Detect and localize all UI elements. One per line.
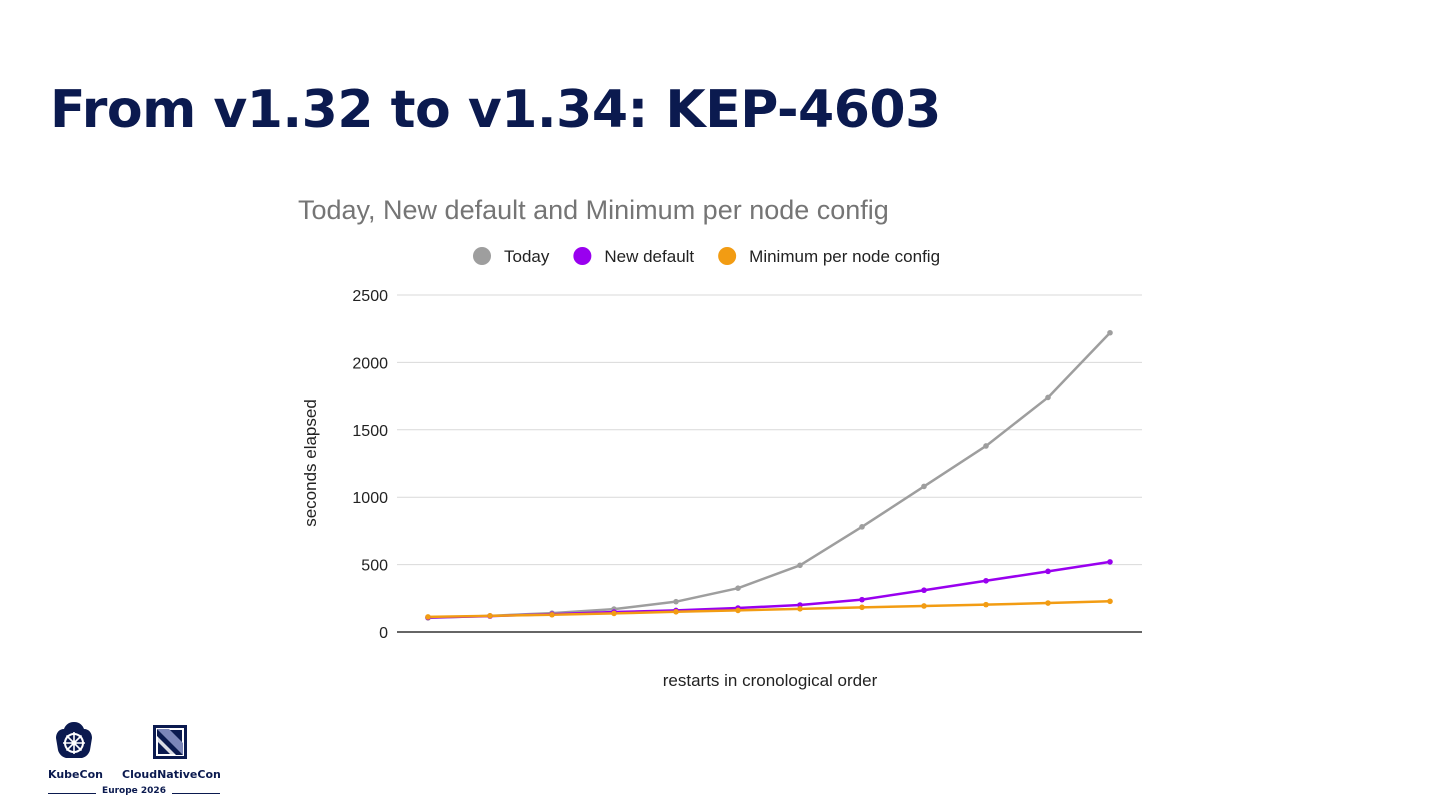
legend-swatch <box>473 247 491 265</box>
kubecon-wordmark: KubeCon <box>48 768 103 781</box>
data-point <box>1045 394 1051 401</box>
data-point <box>983 443 989 449</box>
y-axis-title: seconds elapsed <box>301 399 320 527</box>
series-line-2 <box>427 600 1111 619</box>
series-lines <box>427 331 1111 620</box>
data-point <box>1045 568 1051 575</box>
data-point <box>1107 598 1113 605</box>
event-row: Europe 2026 <box>48 786 220 800</box>
data-point <box>859 604 865 611</box>
data-point <box>735 585 741 591</box>
data-point <box>1045 600 1051 606</box>
legend-label: Minimum per node config <box>749 247 940 266</box>
data-point <box>921 587 927 594</box>
event-label: Europe 2026 <box>102 786 166 796</box>
y-tick-label: 2500 <box>352 288 388 305</box>
legend-swatch <box>573 247 592 265</box>
data-point <box>797 562 803 569</box>
x-axis-title: restarts in cronological order <box>663 671 878 690</box>
data-point <box>983 601 989 608</box>
cloudnativecon-logo-icon <box>153 725 187 759</box>
data-point <box>673 608 679 615</box>
gridlines <box>397 294 1142 566</box>
legend-label: Today <box>504 247 550 266</box>
kubecon-logo-icon <box>56 722 92 758</box>
y-tick-label: 500 <box>361 558 388 575</box>
legend-swatch <box>718 247 737 265</box>
cloudnativecon-wordmark: CloudNativeCon <box>122 768 221 781</box>
slide-title: From v1.32 to v1.34: KEP-4603 <box>50 80 941 140</box>
data-point <box>859 524 865 530</box>
data-point <box>1107 559 1113 565</box>
y-tick-label: 1500 <box>352 423 388 440</box>
footer-logos: KubeCon CloudNativeCon Europe 2026 <box>48 720 223 800</box>
data-point <box>487 613 493 619</box>
legend-label: New default <box>604 247 694 266</box>
data-point <box>549 611 555 618</box>
data-point <box>425 614 431 620</box>
data-point <box>983 577 989 584</box>
event-divider-left <box>48 793 96 794</box>
data-point <box>673 598 679 605</box>
series-points <box>425 329 1113 621</box>
data-point <box>735 607 741 614</box>
y-tick-label: 0 <box>379 625 388 642</box>
chart-title: Today, New default and Minimum per node … <box>298 195 889 225</box>
y-axis-ticks: 0 500 1000 1500 2000 2500 <box>352 288 388 642</box>
data-point <box>921 483 927 490</box>
data-point <box>611 610 617 617</box>
event-divider-right <box>172 793 220 794</box>
data-point <box>859 596 865 603</box>
data-point <box>921 603 927 609</box>
data-point <box>797 606 803 612</box>
series-line-0 <box>427 331 1111 620</box>
data-point <box>1107 329 1113 336</box>
chart-legend: Today New default Minimum per node config <box>473 247 940 266</box>
y-tick-label: 2000 <box>352 355 388 372</box>
y-tick-label: 1000 <box>352 490 388 507</box>
